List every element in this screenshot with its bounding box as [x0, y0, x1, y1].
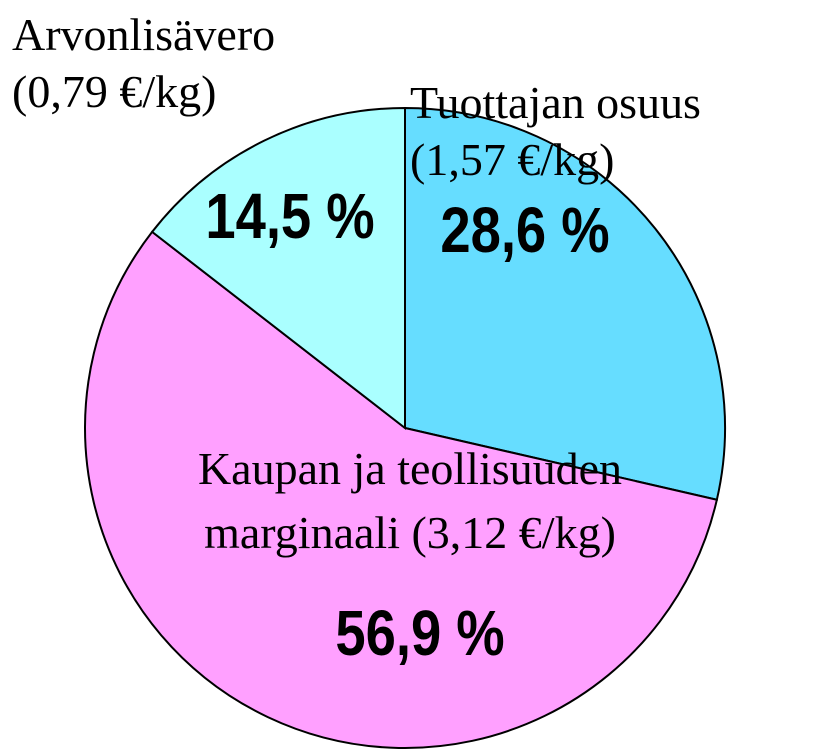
pie-slice	[404, 106, 726, 501]
value-label: 28,6 %	[440, 194, 609, 266]
pie	[84, 106, 726, 749]
slice-label: (1,57 €/kg)	[410, 134, 614, 185]
pie-slice	[150, 106, 406, 431]
slice-label: marginaali (3,12 €/kg)	[204, 507, 616, 558]
value-label: 56,9 %	[335, 597, 504, 669]
slice-label: Tuottajan osuus	[410, 77, 701, 128]
labels: Tuottajan osuus (1,57 €/kg) 28,6 % Kaupan j…	[12, 9, 701, 669]
value-label: 14,5 %	[205, 180, 374, 252]
slice-label: Arvonlisävero	[12, 9, 275, 60]
slice-label: Kaupan ja teollisuuden	[198, 443, 622, 494]
slice-label: (0,79 €/kg)	[12, 66, 216, 117]
pie-slice	[84, 230, 719, 749]
